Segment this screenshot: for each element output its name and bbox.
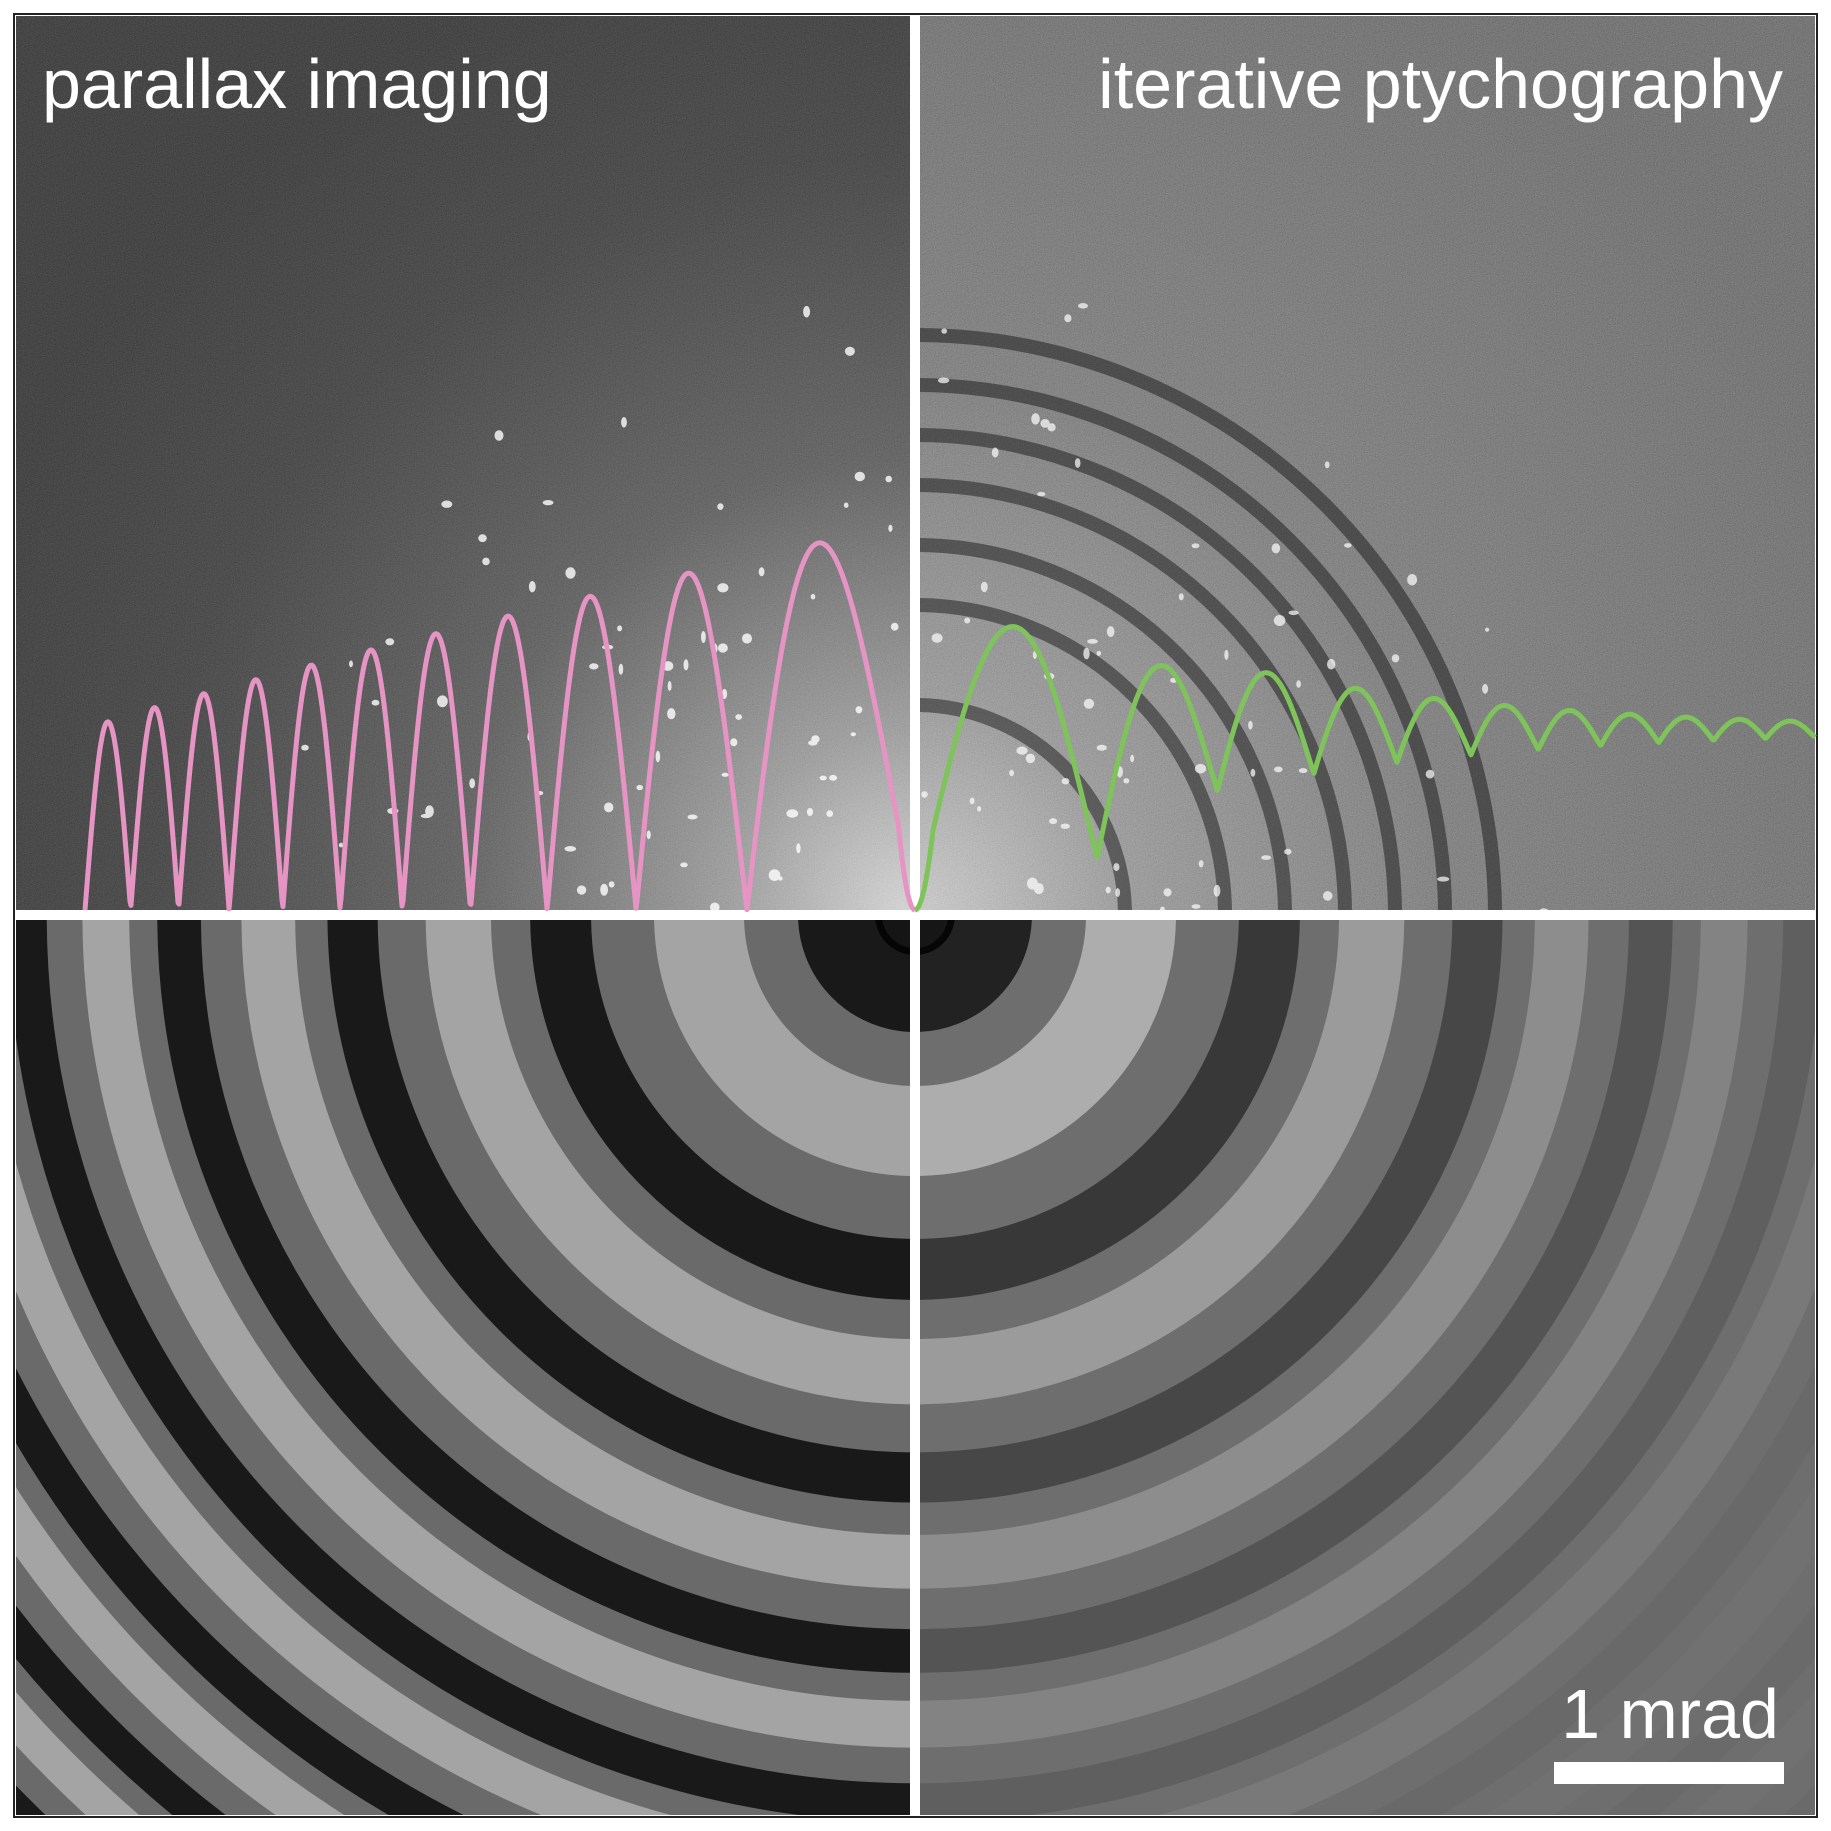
scale-bar-label: 1 mrad <box>1561 1675 1779 1753</box>
right-contrast-curve <box>913 624 1817 913</box>
right-title: iterative ptychography <box>1098 45 1783 123</box>
scale-bar <box>1554 1762 1784 1784</box>
left-contrast-curve <box>82 540 917 913</box>
horizontal-divider <box>16 910 1815 920</box>
panel-top-left <box>16 16 910 910</box>
left-title: parallax imaging <box>42 45 552 123</box>
panel-top-right <box>920 16 1815 910</box>
